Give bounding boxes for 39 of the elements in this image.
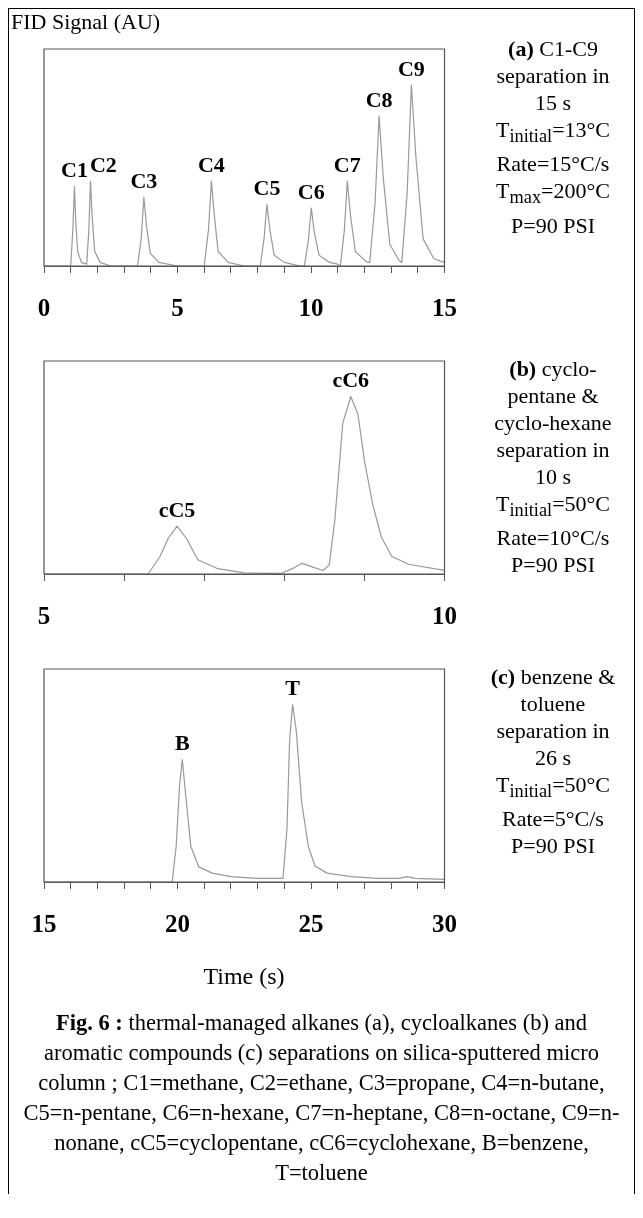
text: T$_{initial}$=50°C: [495, 491, 611, 521]
caption: Fig. 6 : thermal-managed alkanes (a), cycloalkanes (b) and aromatic compounds (c) separations on silica-sputtered micro column ; C1=methane, C2=ethane, C3=propane, C4=n-butane, C5=n-pentane, C6=n-hexane, C7=n-heptane, C8=n-octane, C9=n-nonane, cC5=cyclopentane, cC6=cyclohexane, B=benzene, T=toluene: [23, 1010, 620, 1185]
text: Rate=5°C/s: [502, 806, 604, 832]
text: T$_{max}$=200°C: [496, 178, 610, 208]
x-tick-label: 25: [298, 910, 324, 938]
y-axis-title: FID Signal (AU): [10, 9, 162, 35]
text: Rate=10°C/s: [496, 525, 610, 551]
text: (c) benzene & toluene separation in 26 s: [490, 664, 616, 770]
annotation: C9: [397, 55, 425, 81]
annotation: cC5: [158, 496, 196, 522]
text: (b) cyclo-pentane & cyclo-hexane separation in 10 s: [494, 356, 612, 489]
annotation: C8: [365, 86, 393, 112]
annotation: B: [174, 730, 190, 756]
x-axis-title: Time (s): [202, 963, 286, 990]
annotation: C7: [333, 151, 361, 177]
annotation: C4: [197, 151, 225, 177]
text: P=90 PSI: [511, 212, 595, 238]
x-tick-label: 20: [165, 910, 190, 938]
annotation: T: [285, 675, 301, 701]
x-tick-label: 5: [171, 294, 184, 322]
annotation: C1: [60, 157, 88, 183]
x-tick-label: 5: [37, 602, 51, 630]
text: (a) C1-C9 separation in 15 s: [496, 36, 610, 115]
annotation: C2: [89, 151, 117, 177]
annotation: C5: [253, 175, 281, 201]
text: T$_{initial}$=13°C: [495, 117, 611, 147]
text: P=90 PSI: [511, 833, 595, 859]
x-tick-label: 15: [31, 910, 57, 938]
x-tick-label: 10: [432, 602, 457, 630]
x-tick-label: 15: [432, 294, 457, 322]
x-tick-label: 0: [37, 294, 51, 322]
x-tick-label: 30: [432, 910, 457, 938]
annotation: C3: [130, 167, 158, 193]
text: P=90 PSI: [511, 552, 595, 578]
annotation: cC6: [332, 367, 370, 393]
text: T$_{initial}$=50°C: [495, 772, 611, 802]
annotation: C6: [297, 178, 325, 204]
x-tick-label: 10: [298, 294, 324, 322]
text: Rate=15°C/s: [496, 151, 610, 177]
